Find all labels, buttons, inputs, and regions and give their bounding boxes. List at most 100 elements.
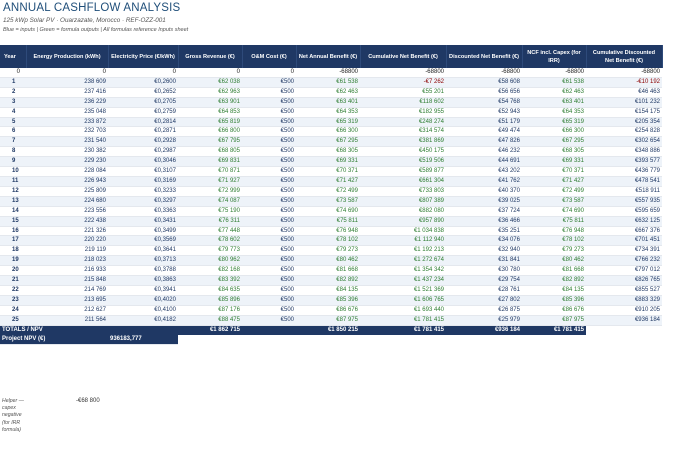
net-benefit-cell[interactable]: €71 427 <box>296 176 360 187</box>
column-header[interactable]: Net Annual Benefit (€) <box>296 45 361 68</box>
year-cell[interactable]: 16 <box>0 226 26 237</box>
price-cell[interactable]: €0,3233 <box>108 186 178 197</box>
net-benefit-cell[interactable]: €62 463 <box>296 87 360 98</box>
ncf-cell[interactable]: €76 948 <box>522 226 586 237</box>
discounted-cell[interactable]: €37 724 <box>446 206 522 217</box>
discounted-cell[interactable]: €28 761 <box>446 285 522 296</box>
discounted-cell[interactable]: €54 768 <box>446 97 522 108</box>
net-benefit-cell[interactable]: €86 676 <box>296 305 360 316</box>
cum-discounted-cell[interactable]: €518 911 <box>586 186 662 197</box>
energy-cell[interactable]: 222 438 <box>26 216 108 227</box>
net-benefit-cell[interactable]: €65 319 <box>296 117 360 128</box>
gross-revenue-cell[interactable]: €80 962 <box>178 255 242 267</box>
totals-discounted[interactable]: €936 184 <box>446 325 522 336</box>
om-cost-cell[interactable]: €500 <box>242 117 296 128</box>
om-cost-cell[interactable]: €500 <box>242 196 296 207</box>
cum-discounted-cell[interactable]: €302 654 <box>586 136 662 148</box>
year-cell[interactable]: 10 <box>0 166 26 177</box>
gross-revenue-cell[interactable]: €72 999 <box>178 186 242 197</box>
discounted-cell[interactable]: €49 474 <box>446 126 522 138</box>
om-cost-cell[interactable]: €500 <box>242 126 296 138</box>
helper-capex-value[interactable]: -€68 800 <box>76 398 100 404</box>
price-cell[interactable]: €0,2987 <box>108 146 178 158</box>
cumulative-cell[interactable]: €589 877 <box>360 166 446 177</box>
totals-om-cost[interactable] <box>242 325 296 336</box>
year-cell[interactable]: 11 <box>0 176 26 187</box>
ncf-cell[interactable]: €69 331 <box>522 156 586 168</box>
gross-revenue-cell[interactable]: €65 819 <box>178 117 242 128</box>
om-cost-cell[interactable]: €500 <box>242 146 296 158</box>
cum-discounted-cell[interactable]: €393 577 <box>586 156 662 168</box>
cum-discounted-cell[interactable]: €936 184 <box>586 315 662 326</box>
totals-cumulative[interactable]: €1 781 415 <box>360 325 446 336</box>
year-cell[interactable]: 4 <box>0 107 26 118</box>
om-cost-cell[interactable]: €500 <box>242 156 296 168</box>
cum-discounted-cell[interactable]: €797 012 <box>586 265 662 277</box>
cum-discounted-cell[interactable]: €557 935 <box>586 196 662 207</box>
energy-cell[interactable]: 228 084 <box>26 166 108 177</box>
gross-revenue-cell[interactable]: €62 963 <box>178 87 242 98</box>
year-cell[interactable]: 1 <box>0 77 26 88</box>
energy-cell[interactable]: 233 872 <box>26 117 108 128</box>
energy-cell[interactable]: 213 695 <box>26 295 108 306</box>
discounted-cell[interactable]: €31 841 <box>446 255 522 267</box>
discounted-cell[interactable]: €43 202 <box>446 166 522 177</box>
cumulative-cell[interactable]: €1 272 674 <box>360 255 446 267</box>
price-cell[interactable]: €0,3499 <box>108 226 178 237</box>
gross-revenue-cell[interactable]: €79 773 <box>178 245 242 257</box>
net-benefit-cell[interactable]: €69 331 <box>296 156 360 168</box>
net-benefit-cell[interactable]: €78 102 <box>296 235 360 247</box>
cum-discounted-cell[interactable]: €766 232 <box>586 255 662 267</box>
cum-discounted-cell[interactable]: €436 779 <box>586 166 662 177</box>
ncf-cell[interactable]: -68800 <box>522 68 586 78</box>
om-cost-cell[interactable]: €500 <box>242 166 296 177</box>
ncf-cell[interactable]: €61 538 <box>522 77 586 88</box>
cumulative-cell[interactable]: €1 192 213 <box>360 245 446 257</box>
gross-revenue-cell[interactable]: 0 <box>178 68 242 78</box>
om-cost-cell[interactable]: €500 <box>242 206 296 217</box>
om-cost-cell[interactable]: €500 <box>242 136 296 148</box>
year-cell[interactable]: 6 <box>0 126 26 138</box>
totals-gross-revenue[interactable]: €1 862 715 <box>178 325 242 336</box>
cum-discounted-cell[interactable]: €595 659 <box>586 206 662 217</box>
net-benefit-cell[interactable]: €81 668 <box>296 265 360 277</box>
om-cost-cell[interactable]: €500 <box>242 295 296 306</box>
ncf-cell[interactable]: €74 690 <box>522 206 586 217</box>
gross-revenue-cell[interactable]: €75 190 <box>178 206 242 217</box>
energy-cell[interactable]: 238 609 <box>26 77 108 88</box>
discounted-cell[interactable]: €34 076 <box>446 235 522 247</box>
cum-discounted-cell[interactable]: €910 205 <box>586 305 662 316</box>
year-cell[interactable]: 2 <box>0 87 26 98</box>
cum-discounted-cell[interactable]: €478 541 <box>586 176 662 187</box>
year-cell[interactable]: 23 <box>0 295 26 306</box>
ncf-cell[interactable]: €67 295 <box>522 136 586 148</box>
year-cell[interactable]: 7 <box>0 136 26 148</box>
ncf-cell[interactable]: €62 463 <box>522 87 586 98</box>
year-cell[interactable]: 14 <box>0 206 26 217</box>
gross-revenue-cell[interactable]: €85 896 <box>178 295 242 306</box>
om-cost-cell[interactable]: €500 <box>242 176 296 187</box>
price-cell[interactable]: €0,4182 <box>108 315 178 326</box>
empty-cell[interactable] <box>296 334 360 345</box>
discounted-cell[interactable]: €46 232 <box>446 146 522 158</box>
net-benefit-cell[interactable]: €76 948 <box>296 226 360 237</box>
cum-discounted-cell[interactable]: -68800 <box>586 68 662 78</box>
net-benefit-cell[interactable]: €70 371 <box>296 166 360 177</box>
npv-value[interactable]: 936183,777 <box>108 334 178 346</box>
gross-revenue-cell[interactable]: €82 168 <box>178 265 242 277</box>
column-header[interactable]: Energy Production (kWh) <box>26 45 109 68</box>
energy-cell[interactable]: 214 769 <box>26 285 108 296</box>
discounted-cell[interactable]: -68800 <box>446 68 522 78</box>
ncf-cell[interactable]: €65 319 <box>522 117 586 128</box>
column-header[interactable]: Electricity Price (€/kWh) <box>108 45 179 68</box>
discounted-cell[interactable]: €35 251 <box>446 226 522 237</box>
gross-revenue-cell[interactable]: €66 800 <box>178 126 242 138</box>
gross-revenue-cell[interactable]: €87 176 <box>178 305 242 316</box>
net-benefit-cell[interactable]: €80 462 <box>296 255 360 267</box>
energy-cell[interactable]: 0 <box>26 68 108 78</box>
discounted-cell[interactable]: €56 656 <box>446 87 522 98</box>
year-cell[interactable]: 12 <box>0 186 26 197</box>
net-benefit-cell[interactable]: €74 690 <box>296 206 360 217</box>
cumulative-cell[interactable]: €957 890 <box>360 216 446 227</box>
net-benefit-cell[interactable]: €64 353 <box>296 107 360 118</box>
